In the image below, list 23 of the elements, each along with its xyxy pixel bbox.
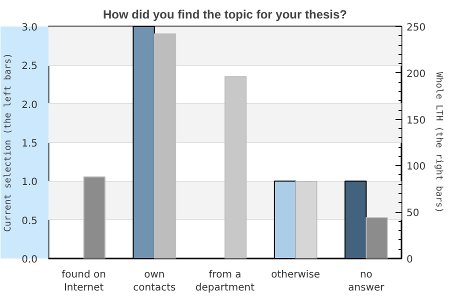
chart-title: How did you find the topic for your thesis? <box>103 8 347 22</box>
y-tick-label: 2.5 <box>22 61 38 72</box>
y2-tick-label: 100 <box>406 162 426 173</box>
y-tick-label: 0.0 <box>22 254 38 266</box>
y2-tick-label: 50 <box>406 208 420 220</box>
x-tick-label: from a department <box>195 270 255 294</box>
y-tick-label: 3.0 <box>22 22 38 34</box>
y-axis-title: Current selection (the left bars) <box>4 53 14 232</box>
y2-tick-label: 200 <box>406 68 426 80</box>
bar <box>83 176 106 258</box>
y-tick-label: 1.0 <box>22 177 38 188</box>
x-tick-label: own contacts <box>133 270 176 294</box>
x-tick-label: otherwise <box>271 270 320 280</box>
y2-tick-label: 150 <box>406 115 426 126</box>
y-tick-label: 0.5 <box>22 216 38 227</box>
x-tick-label: no answer <box>348 270 386 294</box>
y-tick-label: 1.5 <box>22 138 38 150</box>
y2-tick-label: 0 <box>406 254 413 266</box>
y-tick-label: 2.0 <box>22 100 38 111</box>
y2-tick-label: 250 <box>406 22 426 34</box>
x-tick-label: found on Internet <box>62 270 106 294</box>
bar <box>224 76 247 258</box>
y2-axis-title: Whole LTH (the right bars) <box>434 72 444 213</box>
